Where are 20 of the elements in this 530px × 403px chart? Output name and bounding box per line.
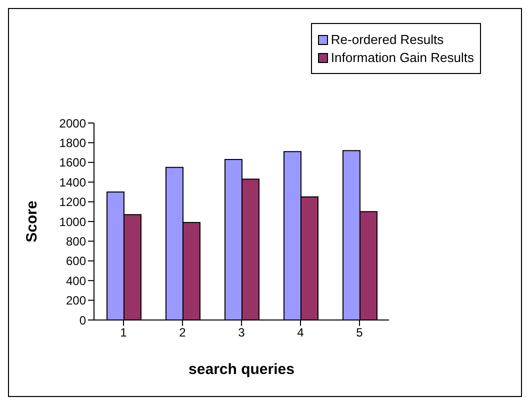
y-tick-label: 0	[79, 313, 86, 328]
y-tick-label: 600	[66, 254, 86, 268]
x-axis-title: search queries	[188, 361, 294, 378]
legend-label: Re-ordered Results	[330, 32, 444, 47]
y-tick-label: 1000	[59, 214, 86, 229]
y-tick-label: 1600	[59, 156, 86, 170]
x-tick-label: 5	[356, 326, 364, 340]
y-axis-title: Score	[23, 200, 40, 242]
y-tick-label: 1800	[59, 136, 86, 150]
y-tick-label: 1200	[59, 195, 86, 210]
x-tick-label: 4	[297, 326, 304, 340]
x-tick-label: 3	[238, 326, 246, 340]
y-tick-label: 200	[66, 294, 86, 308]
y-tick-label: 400	[66, 274, 86, 288]
y-tick-label: 2000	[59, 116, 86, 130]
x-tick-label: 1	[120, 326, 128, 340]
y-tick-label: 1400	[59, 175, 86, 190]
x-tick-label: 2	[179, 326, 186, 340]
legend-label: Information Gain Results	[330, 50, 474, 65]
y-tick-label: 800	[66, 234, 86, 248]
